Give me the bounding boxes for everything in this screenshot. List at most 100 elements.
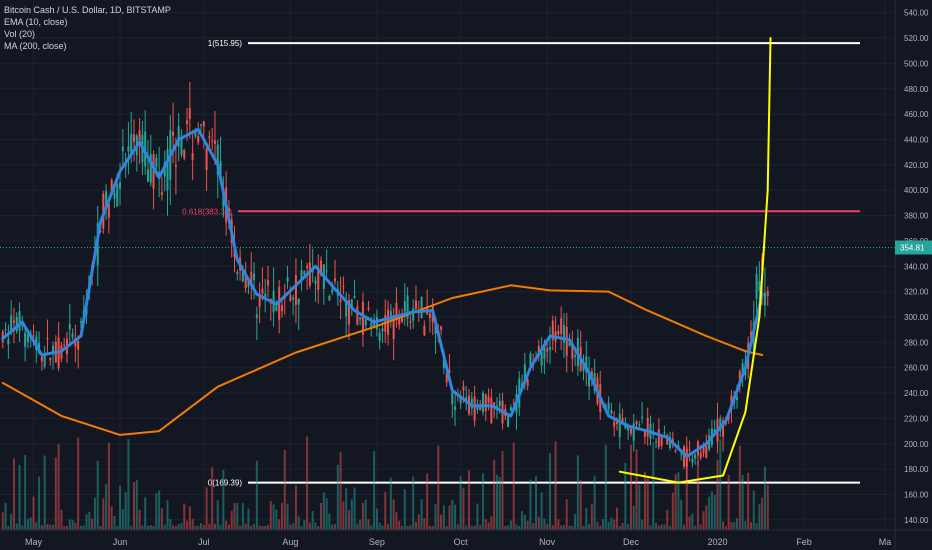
volume-bar — [116, 526, 119, 530]
candle-body — [699, 452, 702, 459]
candle-body — [4, 329, 7, 331]
volume-bar — [593, 475, 596, 530]
volume-bar — [300, 525, 303, 530]
candle-body — [361, 301, 364, 335]
candle-body — [680, 454, 683, 456]
ma200-line — [1, 284, 764, 436]
chart-grid — [0, 0, 895, 530]
volume-bar — [15, 523, 18, 530]
symbol-title[interactable]: Bitcoin Cash / U.S. Dollar, 1D, BITSTAMP — [4, 5, 171, 15]
volume-bar — [91, 518, 94, 530]
volume-bar — [334, 524, 337, 530]
volume-bar — [306, 436, 309, 530]
volume-bar — [763, 466, 766, 530]
candle-body — [188, 108, 191, 119]
volume-bar — [356, 523, 359, 530]
volume-bar — [632, 505, 635, 530]
candle-body — [236, 271, 239, 274]
candle-body — [194, 131, 197, 137]
candle-body — [334, 278, 337, 282]
volume-bar — [345, 488, 348, 530]
volume-bar — [258, 525, 261, 530]
candle-body — [755, 273, 758, 299]
volume-bar — [652, 442, 655, 530]
volume-bar — [149, 525, 152, 530]
volume-bar — [719, 439, 722, 530]
candle-body — [320, 260, 323, 276]
candle-body — [52, 345, 55, 354]
candle-body — [158, 171, 161, 175]
x-tick-label: Jun — [113, 537, 128, 547]
volume-bar — [493, 459, 496, 530]
candle-body — [451, 392, 454, 404]
ma-legend[interactable]: MA (200, close) — [4, 41, 67, 51]
volume-bar — [135, 479, 138, 530]
volume-bar — [378, 522, 381, 530]
volume-bar — [635, 449, 638, 530]
volume-bar — [18, 465, 21, 530]
y-tick-label: 480.00 — [904, 85, 929, 94]
candle-body — [629, 428, 632, 434]
candle-body — [490, 397, 493, 424]
volume-bar — [130, 525, 133, 530]
volume-bar — [49, 524, 52, 530]
volume-bar — [691, 513, 694, 530]
y-tick-label: 460.00 — [904, 110, 929, 119]
x-tick-label: Ma — [879, 537, 892, 547]
volume-bar — [604, 444, 607, 530]
volume-bar — [451, 499, 454, 530]
candle-body — [219, 161, 222, 181]
candle-body — [208, 136, 211, 138]
volume-bar — [82, 525, 85, 530]
volume-bar — [172, 525, 175, 530]
volume-bar — [529, 479, 532, 530]
volume-bar — [473, 525, 476, 530]
volume-legend[interactable]: Vol (20) — [4, 29, 36, 39]
y-tick-label: 180.00 — [904, 465, 929, 474]
candle-body — [590, 371, 593, 379]
volume-bar — [77, 437, 80, 530]
volume-bar — [543, 518, 546, 530]
candle-body — [470, 398, 473, 409]
volume-bar — [359, 519, 362, 530]
volume-bar — [512, 442, 515, 530]
candle-body — [719, 418, 722, 432]
volume-bar — [227, 524, 230, 530]
candle-body — [116, 184, 119, 207]
volume-bar — [722, 521, 725, 530]
volume-bar — [107, 442, 110, 530]
candle-body — [49, 357, 52, 361]
volume-bar — [180, 522, 183, 530]
ema-legend[interactable]: EMA (10, close) — [4, 17, 68, 27]
candle-body — [540, 351, 543, 366]
volume-bar — [688, 516, 691, 530]
annotation-curve — [618, 37, 772, 484]
volume-bar — [339, 452, 342, 530]
candle-body — [557, 331, 560, 335]
volume-bar — [582, 525, 585, 530]
candle-body — [7, 339, 10, 345]
volume-bar — [384, 492, 387, 530]
volume-bar — [677, 472, 680, 530]
volume-bar — [733, 522, 736, 530]
volume-bar — [535, 476, 538, 530]
volume-bar — [328, 513, 331, 530]
candle-body — [186, 120, 189, 125]
candle-body — [107, 203, 110, 218]
volume-bar — [409, 525, 412, 530]
candle-body — [398, 314, 401, 325]
volume-bar — [518, 525, 521, 530]
y-tick-label: 320.00 — [904, 288, 929, 297]
volume-bar — [540, 492, 543, 530]
volume-bar — [434, 504, 437, 530]
volume-bar — [166, 500, 169, 530]
candle-body — [585, 356, 588, 373]
candle-body — [635, 421, 638, 425]
volume-bar — [727, 474, 730, 530]
candle-body — [694, 454, 697, 459]
volume-bar — [738, 445, 741, 530]
volume-bar — [585, 507, 588, 530]
candle-body — [481, 392, 484, 413]
x-tick-label: Oct — [454, 537, 469, 547]
